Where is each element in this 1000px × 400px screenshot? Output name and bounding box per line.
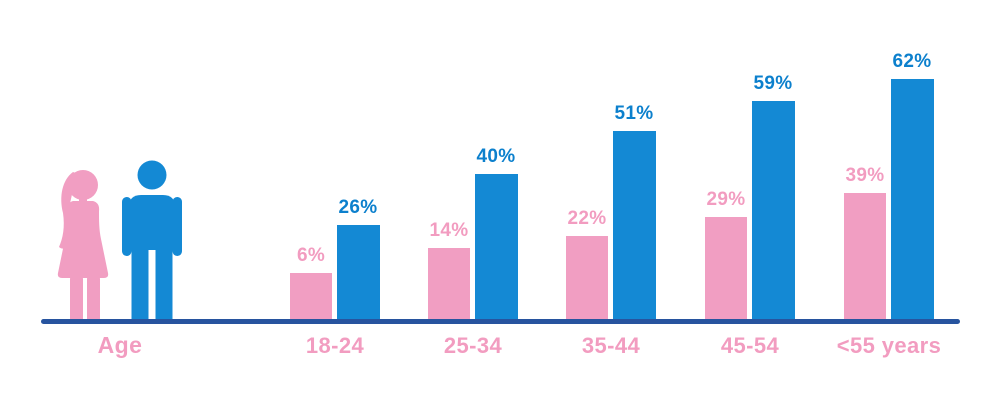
bar-male	[752, 101, 795, 322]
value-label-male: 40%	[476, 146, 516, 167]
age-group: 29% 59% 45-54	[705, 0, 795, 400]
male-icon	[122, 160, 182, 322]
age-group: 39% 62% <55 years	[837, 0, 941, 400]
value-label-female: 14%	[429, 220, 469, 241]
bar-female	[705, 217, 747, 322]
bar-female	[844, 193, 886, 322]
bar-male	[891, 79, 934, 322]
category-label: 45-54	[720, 333, 780, 358]
value-label-female: 39%	[845, 165, 885, 186]
category-label: 35-44	[581, 333, 641, 358]
age-group: 6% 26% 18-24	[290, 0, 380, 400]
bar-female	[290, 273, 332, 322]
bar-male	[475, 174, 518, 322]
age-group: 14% 40% 25-34	[428, 0, 518, 400]
bar-female	[566, 236, 608, 322]
category-label: 25-34	[443, 333, 503, 358]
female-icon	[57, 170, 109, 322]
bar-male	[613, 131, 656, 322]
value-label-male: 62%	[892, 51, 932, 72]
value-label-male: 51%	[614, 103, 654, 124]
age-group: 22% 51% 35-44	[566, 0, 656, 400]
bar-female	[428, 248, 470, 322]
x-axis-line	[41, 319, 960, 324]
value-label-female: 22%	[567, 208, 607, 229]
value-label-female: 6%	[296, 245, 326, 266]
value-label-male: 26%	[338, 197, 378, 218]
value-label-female: 29%	[706, 189, 746, 210]
x-axis-label: Age	[97, 332, 143, 358]
bar-male	[337, 225, 380, 322]
category-label: <55 years	[836, 333, 942, 358]
value-label-male: 59%	[753, 73, 793, 94]
category-label: 18-24	[305, 333, 365, 358]
